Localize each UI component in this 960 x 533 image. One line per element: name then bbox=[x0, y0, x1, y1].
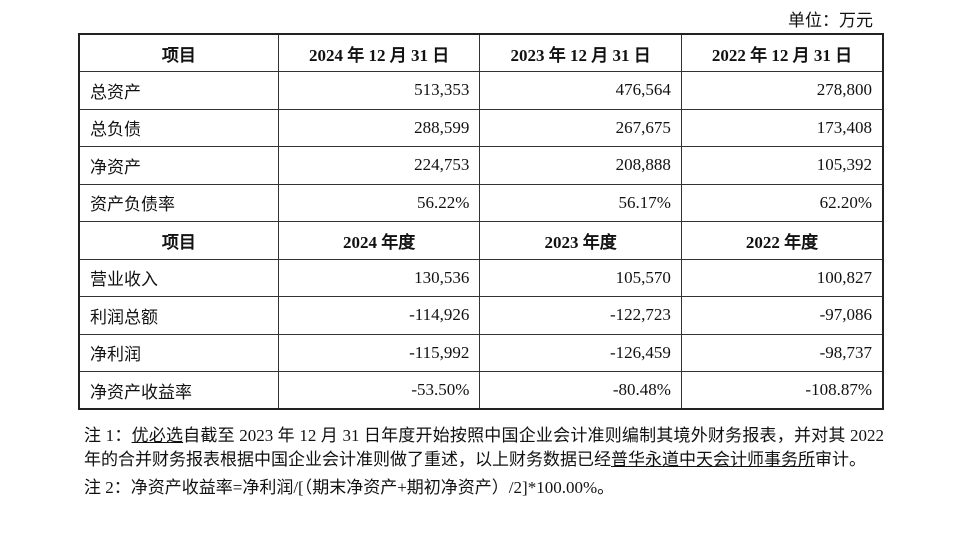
data-row: 总负债 288,599 267,675 173,408 bbox=[78, 108, 884, 147]
label-cell: 营业收入 bbox=[78, 258, 279, 297]
header-cell: 项目 bbox=[78, 33, 279, 72]
label-cell: 净利润 bbox=[78, 333, 279, 372]
value-cell: 62.20% bbox=[680, 183, 884, 222]
data-row: 总资产 513,353 476,564 278,800 bbox=[78, 71, 884, 110]
value-cell: 208,888 bbox=[479, 146, 682, 185]
value-cell: -126,459 bbox=[479, 333, 682, 372]
value-cell: 278,800 bbox=[680, 71, 884, 110]
header-cell: 2023 年度 bbox=[479, 221, 682, 260]
value-cell: -53.50% bbox=[277, 371, 481, 410]
value-cell: 105,570 bbox=[479, 258, 682, 297]
financial-table: 项目 2024 年 12 月 31 日 2023 年 12 月 31 日 2022 年… bbox=[78, 33, 884, 410]
value-cell: 224,753 bbox=[277, 146, 481, 185]
value-cell: 173,408 bbox=[680, 108, 884, 147]
note-text: 普华永道中天会计师事务所 bbox=[611, 450, 815, 469]
value-cell: -114,926 bbox=[277, 296, 481, 335]
unit-label: 单位：万元 bbox=[788, 11, 873, 30]
value-cell: 267,675 bbox=[479, 108, 682, 147]
note-text: 注 1： bbox=[84, 426, 132, 445]
value-cell: -108.87% bbox=[680, 371, 884, 410]
value-cell: 56.17% bbox=[479, 183, 682, 222]
value-cell: -122,723 bbox=[479, 296, 682, 335]
header-cell: 2022 年度 bbox=[680, 221, 884, 260]
label-cell: 利润总额 bbox=[78, 296, 279, 335]
value-cell: 100,827 bbox=[680, 258, 884, 297]
label-cell: 净资产 bbox=[78, 146, 279, 185]
data-row: 净资产 224,753 208,888 105,392 bbox=[78, 146, 884, 185]
value-cell: -115,992 bbox=[277, 333, 481, 372]
value-cell: 476,564 bbox=[479, 71, 682, 110]
value-cell: -98,737 bbox=[680, 333, 884, 372]
value-cell: 288,599 bbox=[277, 108, 481, 147]
note: 注 2：净资产收益率=净利润/[（期末净资产+期初净资产）/2]*100.00%… bbox=[84, 476, 884, 500]
header-row: 项目 2024 年 12 月 31 日 2023 年 12 月 31 日 2022 年… bbox=[78, 33, 884, 72]
data-row: 利润总额 -114,926 -122,723 -97,086 bbox=[78, 296, 884, 335]
header-cell: 2022 年 12 月 31 日 bbox=[680, 33, 884, 72]
header-cell: 2024 年 12 月 31 日 bbox=[277, 33, 481, 72]
note-text: 自截至 2023 年 12 月 31 日年度开始按照中国企业会计准则编制其境外财… bbox=[84, 426, 885, 469]
note-text: 注 2：净资产收益率=净利润/[（期末净资产+期初净资产）/2]*100.00%… bbox=[84, 478, 615, 497]
data-row: 营业收入 130,536 105,570 100,827 bbox=[78, 258, 884, 297]
value-cell: 130,536 bbox=[277, 258, 481, 297]
note-text: 优必选 bbox=[131, 426, 184, 445]
note: 注 1：优必选自截至 2023 年 12 月 31 日年度开始按照中国企业会计准… bbox=[84, 424, 884, 472]
value-cell: 105,392 bbox=[680, 146, 884, 185]
header-cell: 2024 年度 bbox=[277, 221, 481, 260]
label-cell: 总负债 bbox=[78, 108, 279, 147]
label-cell: 总资产 bbox=[78, 71, 279, 110]
value-cell: -97,086 bbox=[680, 296, 884, 335]
notes: 注 1：优必选自截至 2023 年 12 月 31 日年度开始按照中国企业会计准… bbox=[84, 424, 884, 500]
header-row: 项目 2024 年度 2023 年度 2022 年度 bbox=[78, 221, 884, 260]
data-row: 资产负债率 56.22% 56.17% 62.20% bbox=[78, 183, 884, 222]
value-cell: 513,353 bbox=[277, 71, 481, 110]
header-cell: 2023 年 12 月 31 日 bbox=[479, 33, 682, 72]
value-cell: 56.22% bbox=[277, 183, 481, 222]
data-row: 净利润 -115,992 -126,459 -98,737 bbox=[78, 333, 884, 372]
label-cell: 净资产收益率 bbox=[78, 371, 279, 410]
value-cell: -80.48% bbox=[479, 371, 682, 410]
header-cell: 项目 bbox=[78, 221, 279, 260]
label-cell: 资产负债率 bbox=[78, 183, 279, 222]
note-text: 审计。 bbox=[815, 450, 866, 469]
data-row: 净资产收益率 -53.50% -80.48% -108.87% bbox=[78, 371, 884, 410]
